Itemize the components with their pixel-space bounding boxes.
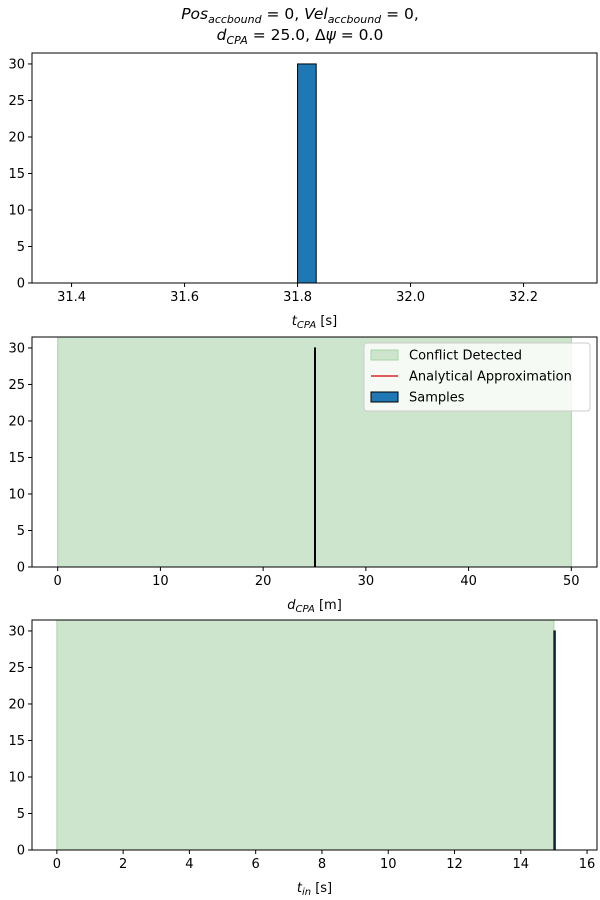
x-axis-label: tin [s] [297, 881, 332, 898]
y-tick-label: 10 [8, 487, 25, 502]
y-tick-label: 30 [8, 341, 25, 356]
x-tick-label: 10 [152, 574, 169, 589]
legend-label: Analytical Approximation [409, 370, 572, 385]
histogram-bar [314, 347, 316, 568]
x-tick-label: 14 [513, 857, 530, 872]
y-tick-label: 5 [17, 524, 25, 539]
x-axis-label: tCPA [s] [292, 314, 338, 331]
x-tick-label: 31.6 [170, 290, 199, 305]
figure-title-line2: dCPA = 25.0, Δψ = 0.0 [217, 26, 384, 47]
legend-swatch-bar [370, 391, 399, 403]
x-tick-label: 6 [252, 857, 260, 872]
y-tick-label: 5 [17, 807, 25, 822]
axes-frame [31, 619, 598, 851]
x-tick-label: 20 [255, 574, 272, 589]
x-tick-label: 0 [54, 574, 62, 589]
conflict-detected-region [56, 619, 555, 851]
y-tick-label: 25 [8, 661, 25, 676]
x-tick-label: 30 [358, 574, 375, 589]
y-tick-label: 20 [8, 414, 25, 429]
legend-swatch-region [370, 349, 399, 361]
axes-frame [31, 336, 598, 568]
y-tick-label: 10 [8, 203, 25, 218]
y-tick-label: 15 [8, 734, 25, 749]
x-tick-label: 50 [563, 574, 580, 589]
legend-label: Samples [409, 391, 465, 406]
legend-frame [363, 342, 591, 412]
x-tick-label: 0 [53, 857, 61, 872]
x-axis-label: dCPA [m] [287, 598, 342, 615]
x-tick-label: 16 [579, 857, 596, 872]
histogram-bar [553, 630, 556, 851]
legend-label: Conflict Detected [409, 349, 522, 364]
axes-frame [31, 52, 598, 284]
x-tick-label: 8 [318, 857, 326, 872]
y-tick-label: 20 [8, 697, 25, 712]
y-tick-label: 25 [8, 378, 25, 393]
y-tick-label: 20 [8, 130, 25, 145]
t-in-histogram-panel: 0 2 4 6 8 10 12 14 16 0 5 10 15 20 25 30 tin [s] [8, 619, 598, 898]
y-tick-label: 15 [8, 167, 25, 182]
x-tick-label: 12 [446, 857, 463, 872]
y-tick-label: 25 [8, 94, 25, 109]
y-tick-label: 5 [17, 240, 25, 255]
x-tick-label: 31.8 [283, 290, 312, 305]
x-tick-label: 40 [460, 574, 477, 589]
d-cpa-histogram-panel: 0 10 20 30 40 50 0 5 10 15 20 25 30 dCPA [m] Conflict … [8, 336, 598, 615]
figure-title-line1: Posaccbound = 0, Velaccbound = 0, [181, 5, 419, 26]
y-tick-label: 30 [8, 57, 25, 72]
y-tick-label: 10 [8, 770, 25, 785]
x-tick-label: 4 [185, 857, 193, 872]
x-tick-label: 32.0 [396, 290, 425, 305]
y-tick-label: 15 [8, 451, 25, 466]
x-tick-label: 32.2 [509, 290, 538, 305]
x-tick-label: 10 [380, 857, 397, 872]
t-cpa-histogram-panel: 31.4 31.6 31.8 32.0 32.2 0 5 10 15 20 25 30 tCPA [s] [8, 52, 598, 331]
y-tick-label: 0 [17, 277, 25, 292]
y-tick-label: 0 [17, 561, 25, 576]
y-tick-label: 30 [8, 624, 25, 639]
x-tick-label: 31.4 [57, 290, 86, 305]
y-tick-label: 0 [17, 844, 25, 859]
legend: Conflict Detected Analytical Approximatio… [363, 342, 591, 412]
x-tick-label: 2 [119, 857, 127, 872]
histogram-bar [297, 63, 317, 284]
